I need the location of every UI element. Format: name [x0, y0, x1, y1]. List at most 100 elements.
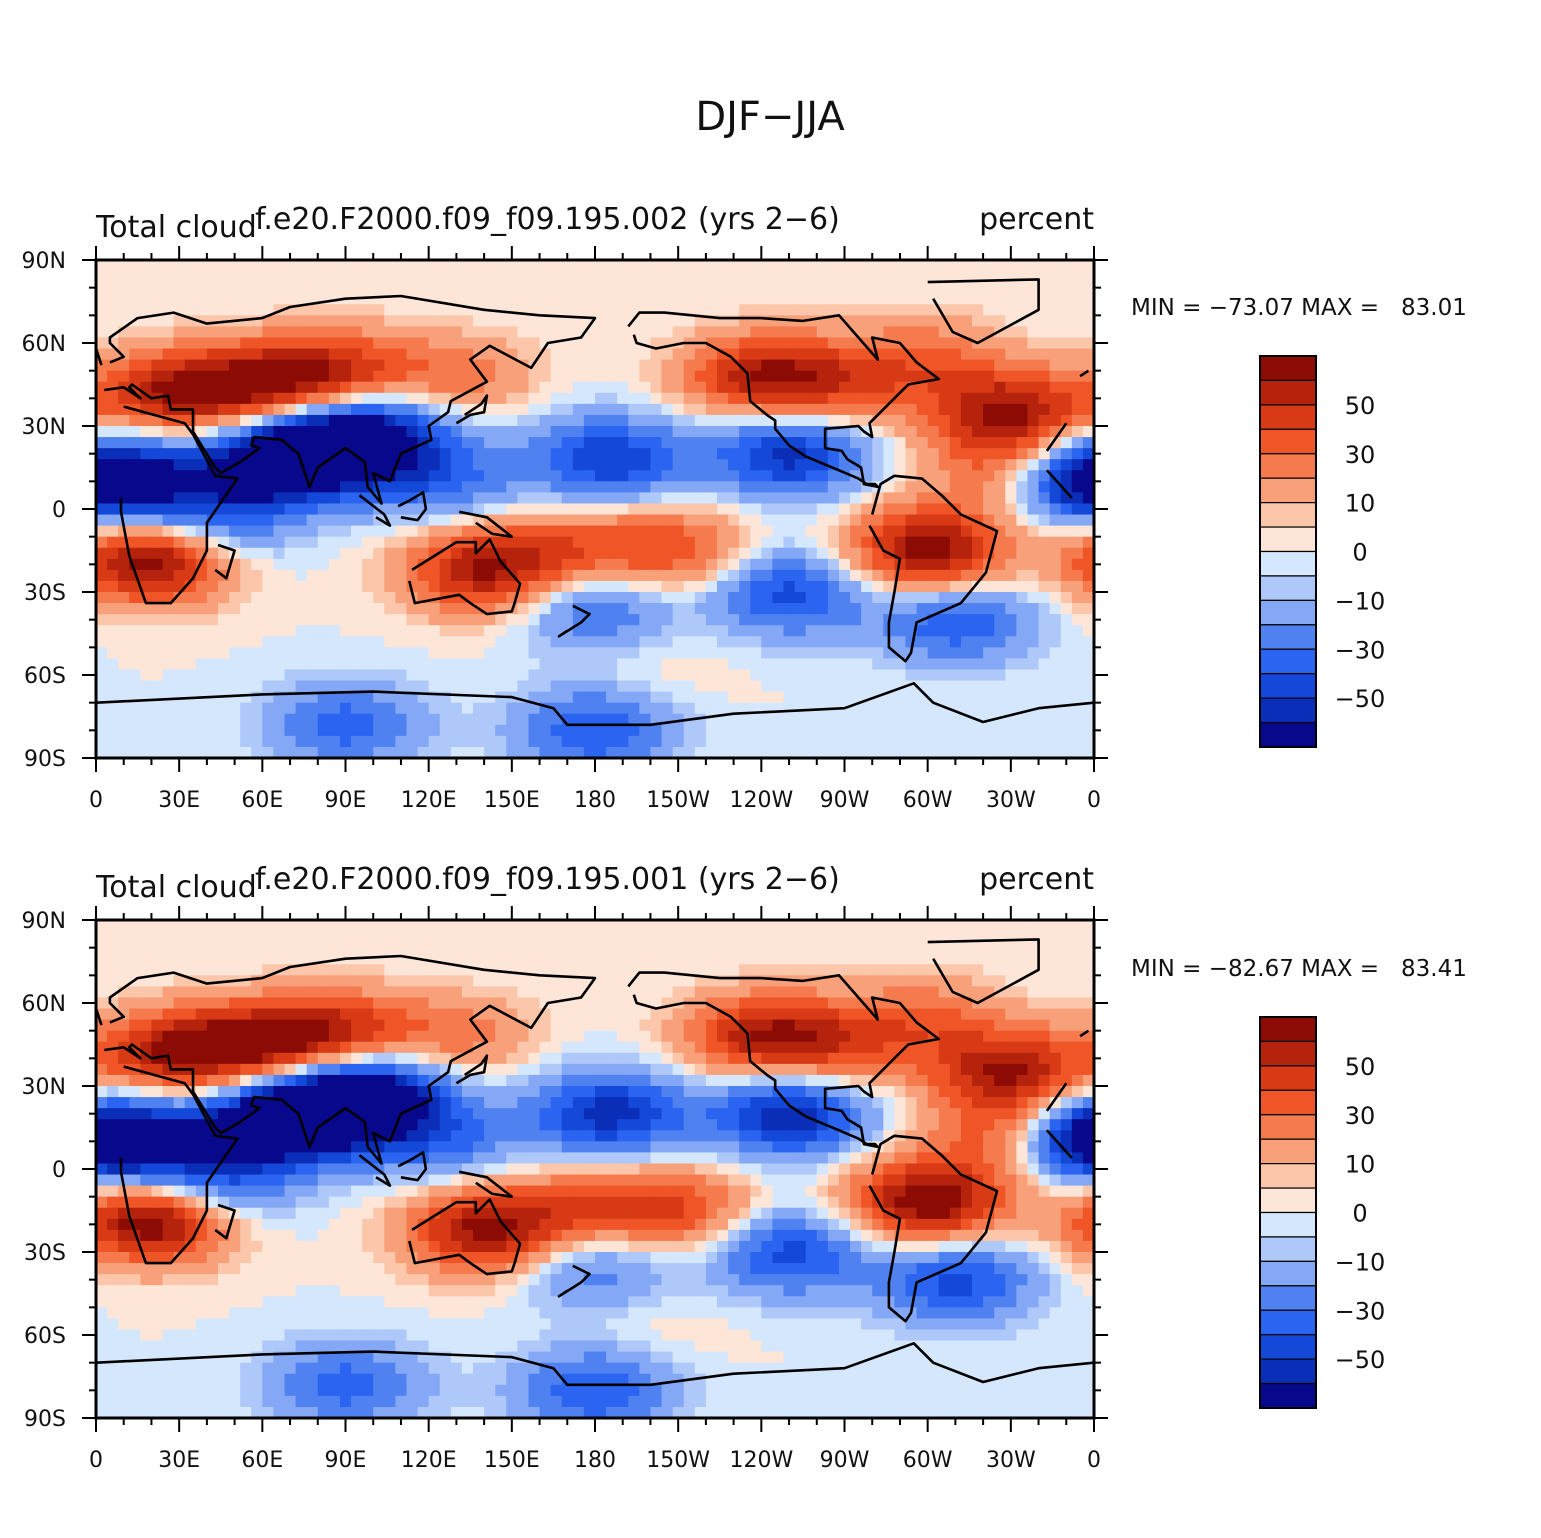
field-cell — [838, 713, 851, 726]
field-cell — [251, 669, 263, 682]
field-cell — [240, 669, 252, 682]
field-cell — [683, 459, 696, 471]
field-cell — [118, 271, 130, 283]
field-cell — [395, 647, 408, 659]
field-cell — [295, 986, 308, 999]
field-cell — [384, 592, 396, 604]
field-cell — [761, 569, 774, 582]
field-cell — [850, 293, 862, 305]
field-cell — [1016, 658, 1029, 671]
field-cell — [827, 414, 840, 427]
field-cell — [406, 260, 419, 272]
field-cell — [428, 448, 441, 460]
field-cell — [639, 536, 652, 549]
field-cell — [384, 931, 396, 943]
field-cell — [872, 975, 884, 987]
field-cell — [217, 920, 230, 932]
field-cell — [1049, 636, 1062, 648]
field-cell — [506, 370, 518, 383]
field-cell — [162, 942, 175, 954]
field-cell — [1060, 680, 1073, 693]
field-cell — [195, 448, 208, 460]
field-cell — [650, 525, 663, 538]
field-cell — [705, 260, 718, 272]
field-cell — [1049, 359, 1062, 372]
field-cell — [217, 658, 230, 671]
field-cell — [949, 569, 962, 582]
field-cell — [1005, 403, 1017, 416]
field-cell — [96, 614, 108, 626]
field-cell — [595, 315, 607, 327]
field-cell — [905, 271, 918, 283]
field-cell — [129, 953, 141, 965]
field-cell — [694, 986, 707, 999]
field-cell — [517, 282, 530, 294]
field-cell — [96, 625, 108, 637]
field-cell — [572, 702, 585, 715]
field-cell — [96, 260, 108, 272]
field-cell — [972, 392, 984, 405]
field-cell — [838, 337, 851, 350]
field-cell — [960, 414, 973, 427]
field-cell — [140, 437, 153, 449]
field-cell — [484, 658, 496, 671]
field-cell — [816, 569, 829, 582]
field-cell — [960, 614, 973, 626]
field-cell — [107, 414, 119, 427]
field-cell — [639, 492, 652, 505]
field-cell — [850, 381, 862, 394]
field-cell — [1049, 271, 1062, 283]
field-cell — [539, 470, 552, 482]
field-cell — [617, 403, 629, 416]
field-cell — [273, 614, 286, 626]
field-cell — [716, 975, 729, 987]
field-cell — [583, 592, 596, 604]
field-cell — [151, 448, 164, 460]
field-cell — [761, 975, 774, 987]
field-cell — [805, 931, 818, 943]
field-cell — [1071, 326, 1084, 339]
field-cell — [262, 964, 275, 976]
field-cell — [650, 997, 663, 1010]
field-cell — [783, 691, 796, 704]
field-cell — [317, 920, 330, 932]
field-cell — [994, 931, 1006, 943]
field-cell — [827, 503, 840, 516]
field-cell — [151, 669, 164, 682]
field-cell — [217, 326, 230, 339]
field-cell — [783, 370, 796, 383]
field-cell — [838, 370, 851, 383]
field-cell — [1005, 514, 1017, 527]
field-cell — [96, 547, 108, 560]
field-cell — [162, 920, 175, 932]
field-cell — [683, 315, 696, 327]
field-cell — [395, 691, 408, 704]
field-cell — [184, 492, 197, 505]
field-cell — [362, 658, 374, 671]
field-cell — [129, 647, 141, 659]
field-cell — [517, 304, 530, 316]
field-cell — [184, 326, 197, 339]
field-cell — [883, 713, 895, 726]
field-cell — [251, 304, 263, 316]
field-cell — [583, 691, 596, 704]
field-cell — [251, 448, 263, 460]
field-cell — [572, 459, 585, 471]
field-cell — [129, 337, 141, 350]
field-cell — [750, 315, 762, 327]
field-cell — [983, 975, 995, 987]
field-cell — [794, 691, 807, 704]
field-cell — [1027, 525, 1040, 538]
field-cell — [517, 448, 530, 460]
field-cell — [317, 326, 330, 339]
field-cell — [683, 691, 696, 704]
field-cell — [938, 481, 951, 493]
field-cell — [217, 942, 230, 954]
field-cell — [783, 481, 796, 493]
field-cell — [1016, 426, 1029, 438]
field-cell — [1016, 293, 1029, 305]
field-cell — [960, 691, 973, 704]
field-cell — [129, 964, 141, 976]
field-cell — [772, 326, 785, 339]
field-cell — [750, 448, 762, 460]
